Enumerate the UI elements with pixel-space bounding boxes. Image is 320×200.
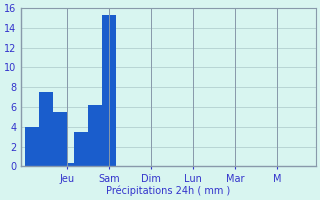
Bar [25, 127, 32, 166]
Bar [32, 127, 39, 166]
Bar [81, 132, 88, 166]
Bar [60, 112, 67, 166]
Bar [109, 15, 116, 166]
X-axis label: Précipitations 24h ( mm ): Précipitations 24h ( mm ) [107, 185, 231, 196]
Bar [88, 105, 95, 166]
Bar [53, 112, 60, 166]
Bar [46, 92, 53, 166]
Bar [67, 163, 74, 166]
Bar [95, 105, 102, 166]
Bar [74, 132, 81, 166]
Bar [39, 92, 46, 166]
Bar [102, 15, 109, 166]
